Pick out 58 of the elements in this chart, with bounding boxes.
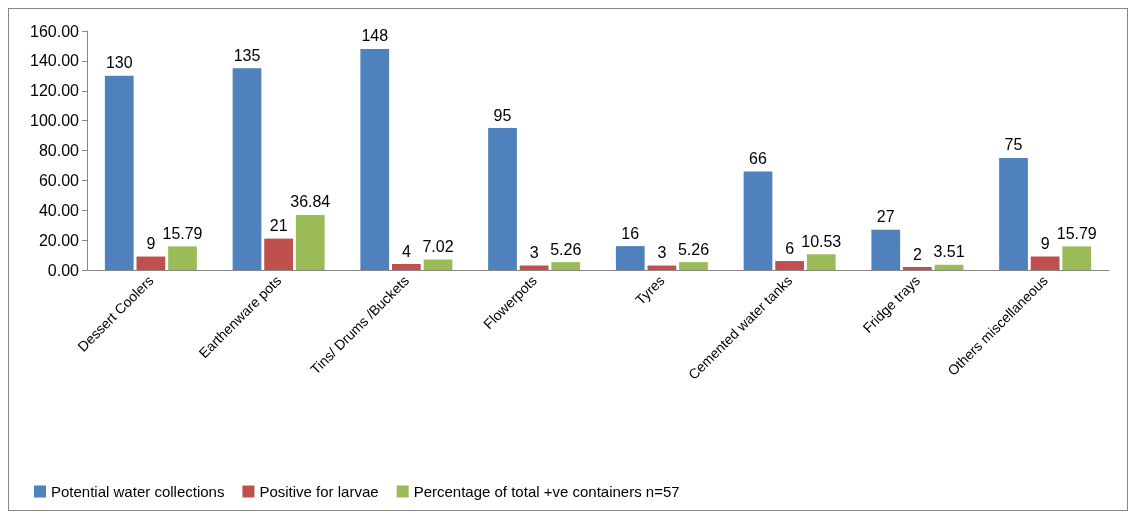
- bar: [743, 171, 773, 270]
- data-label: 27: [876, 208, 895, 226]
- y-tick-label: 80.00: [38, 142, 80, 159]
- data-label: 15.79: [162, 224, 203, 242]
- data-label: 7.02: [422, 238, 454, 256]
- y-tick-label: 160.00: [30, 22, 80, 40]
- data-label: 15.79: [1056, 224, 1097, 242]
- data-label: 130: [105, 54, 133, 72]
- data-label: 9: [146, 235, 156, 253]
- bar: [1062, 246, 1092, 270]
- data-label: 3.51: [933, 243, 965, 261]
- data-label: 36.84: [290, 193, 331, 211]
- bar: [871, 229, 901, 270]
- data-label: 66: [749, 149, 768, 167]
- y-tick-label: 140.00: [30, 52, 80, 70]
- data-label: 75: [1004, 136, 1023, 154]
- data-label: 4: [401, 242, 411, 260]
- bar: [1030, 256, 1060, 270]
- data-label: 16: [621, 224, 640, 242]
- bar: [806, 254, 836, 270]
- y-tick-label: 20.00: [38, 231, 80, 249]
- legend-label: Positive for larvae: [259, 483, 379, 500]
- bar: [392, 264, 421, 270]
- bar: [264, 238, 293, 270]
- data-label: 10.53: [801, 232, 842, 250]
- data-label: 135: [233, 46, 261, 64]
- data-label: 6: [785, 239, 795, 257]
- bar: [423, 259, 453, 270]
- data-label: 21: [269, 217, 288, 235]
- data-label: 148: [361, 27, 389, 45]
- y-tick-label: 60.00: [38, 171, 80, 189]
- data-label: 5.26: [677, 240, 710, 258]
- bar: [488, 128, 517, 270]
- data-label: 2: [912, 245, 922, 263]
- data-label: 3: [529, 244, 539, 262]
- bar: [360, 48, 390, 270]
- bar: [775, 261, 804, 270]
- data-label: 95: [493, 106, 512, 124]
- bar: [934, 264, 964, 270]
- data-label: 9: [1040, 235, 1050, 253]
- legend-label: Percentage of total +ve containers n=57: [413, 483, 680, 500]
- bar: [295, 214, 325, 270]
- legend-label: Potential water collections: [51, 483, 225, 500]
- data-label: 5.26: [550, 240, 582, 258]
- bar: [679, 262, 708, 270]
- y-tick-label: 40.00: [38, 201, 80, 219]
- bar: [903, 267, 932, 270]
- bar: [615, 246, 645, 270]
- bar: [999, 157, 1028, 270]
- data-label: 3: [657, 244, 667, 262]
- y-tick-label: 100.00: [30, 112, 80, 130]
- bar: [551, 262, 581, 270]
- bar: [168, 246, 197, 270]
- y-tick-label: 120.00: [30, 82, 80, 100]
- bar: [104, 75, 134, 270]
- bar: [136, 256, 166, 270]
- bar: [232, 68, 262, 270]
- y-tick-label: 0.00: [47, 261, 80, 279]
